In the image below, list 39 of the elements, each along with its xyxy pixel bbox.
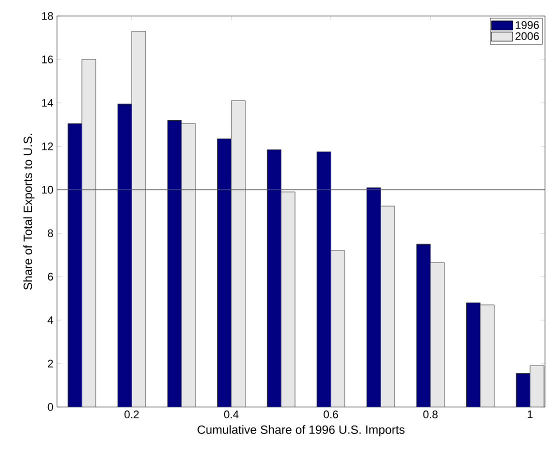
y-tick-label: 12 [42, 142, 53, 150]
bar [68, 123, 82, 407]
bar [530, 365, 544, 407]
bar [280, 192, 296, 407]
bar [330, 250, 346, 407]
y-tick-label: 14 [42, 99, 54, 107]
y-tick-label: 6 [48, 272, 53, 281]
x-axis-title: Cumulative Share of 1996 U.S. Imports [198, 425, 405, 436]
bar [516, 373, 530, 407]
bar [480, 304, 494, 407]
bar [131, 30, 146, 407]
y-tick-label: 4 [48, 316, 54, 324]
bar [231, 100, 246, 407]
bar [167, 120, 182, 407]
y-tick-label: 8 [48, 229, 53, 238]
legend-label: 1996 [516, 21, 539, 29]
bar [217, 138, 232, 407]
bar [82, 59, 96, 407]
y-tick-label: 16 [42, 56, 53, 64]
bar [118, 104, 132, 407]
x-tick-label: 0.6 [324, 410, 338, 418]
bar [466, 302, 481, 407]
bar [430, 262, 444, 407]
x-tick-label: 0.8 [423, 410, 438, 418]
bar [380, 206, 395, 407]
y-axis-title: Share of Total Exports to U.S. [23, 134, 34, 290]
bar [181, 123, 196, 407]
y-tick-label: 0 [48, 403, 54, 411]
x-tick-label: 1 [528, 410, 533, 418]
bar [416, 244, 430, 407]
x-tick-label: 0.2 [124, 410, 139, 418]
y-tick-label: 10 [42, 186, 54, 194]
x-tick-label: 0.4 [224, 410, 239, 418]
legend-label: 2006 [516, 32, 539, 40]
bar [366, 187, 381, 407]
y-tick-label: 18 [42, 12, 53, 20]
bar [316, 152, 332, 407]
bar [266, 149, 282, 407]
y-tick-label: 2 [48, 360, 53, 368]
